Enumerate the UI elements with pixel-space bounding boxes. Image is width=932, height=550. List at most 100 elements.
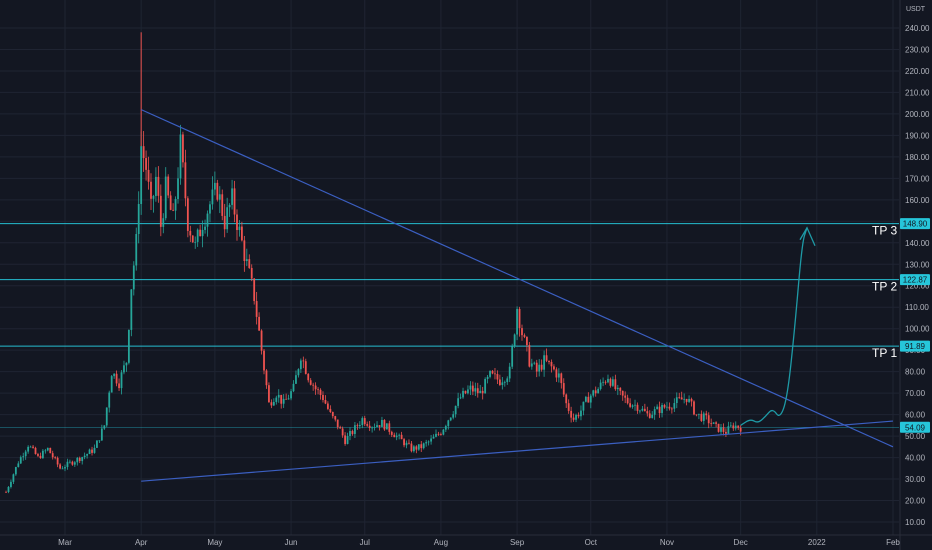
candle-body xyxy=(326,403,329,409)
candle-body xyxy=(503,381,506,383)
candle-body xyxy=(331,412,334,417)
candle-body xyxy=(550,361,553,367)
trendline-ascending[interactable] xyxy=(141,420,894,482)
tp-labels: TP 3 TP 2 TP 1 xyxy=(872,224,897,360)
time-tick-label: Jul xyxy=(360,538,370,547)
candle-body xyxy=(5,491,7,493)
price-tick-label: 40.00 xyxy=(905,454,926,463)
candle-body xyxy=(186,198,189,231)
candle-body xyxy=(71,461,74,465)
candle-body xyxy=(685,398,688,402)
candle-body xyxy=(526,336,528,346)
candle-body xyxy=(49,447,52,454)
candle-body xyxy=(216,182,219,200)
candle-body xyxy=(147,169,150,182)
currency-label: USDT xyxy=(906,6,926,13)
candle-body xyxy=(580,410,582,417)
candle-body xyxy=(543,355,546,370)
candle-body xyxy=(444,426,447,430)
candle-body xyxy=(553,366,555,370)
candle-body xyxy=(673,403,676,409)
candle-body xyxy=(204,226,206,230)
candle-body xyxy=(292,383,295,392)
candle-body xyxy=(516,308,518,335)
candle-body xyxy=(464,390,467,394)
projection-curve[interactable] xyxy=(740,227,808,426)
candle-body xyxy=(228,204,231,208)
candle-body xyxy=(44,450,47,452)
candle-body xyxy=(211,189,214,205)
candle-body xyxy=(486,376,489,380)
candle-body xyxy=(346,435,349,444)
candle-body xyxy=(356,425,359,427)
candle-body xyxy=(179,134,182,179)
price-tick-label: 120.00 xyxy=(905,282,930,291)
candle-body xyxy=(243,240,246,262)
candle-body xyxy=(663,405,666,408)
candle-body xyxy=(351,431,354,434)
candle-body xyxy=(14,467,17,475)
candle-body xyxy=(349,431,351,436)
time-tick-label: Feb xyxy=(886,538,900,547)
time-axis[interactable]: Mar Apr May Jun Jul Aug Sep Oct Nov Dec 2022 Feb xyxy=(0,534,932,547)
candle-body xyxy=(555,369,558,378)
price-badge-text: 54.09 xyxy=(905,423,926,432)
trendlines[interactable] xyxy=(140,109,894,482)
candle-body xyxy=(295,375,297,384)
candle-body xyxy=(10,481,12,487)
candle-body xyxy=(61,468,64,470)
candle-body xyxy=(66,461,69,468)
candle-body xyxy=(408,442,410,444)
time-tick-label: 2022 xyxy=(808,538,826,547)
candle-body xyxy=(425,442,428,444)
candle-body xyxy=(582,401,585,411)
candle-body xyxy=(481,390,484,394)
candle-body xyxy=(720,427,722,432)
candle-body xyxy=(621,390,624,396)
candle-body xyxy=(309,380,312,385)
candle-body xyxy=(177,178,179,200)
projection-arrowhead[interactable] xyxy=(799,226,816,247)
candle-body xyxy=(462,390,464,398)
candle-body xyxy=(653,409,656,415)
candle-body xyxy=(312,384,315,386)
candle-body xyxy=(435,433,437,437)
candle-body xyxy=(363,418,366,425)
candle-body xyxy=(597,388,600,394)
candle-body xyxy=(162,218,165,227)
price-badge xyxy=(900,218,930,230)
candle-body xyxy=(678,397,681,399)
candle-body xyxy=(656,406,659,410)
candle-body xyxy=(675,397,678,404)
candle-body xyxy=(594,390,597,394)
candle-body xyxy=(64,467,66,469)
candle-body xyxy=(643,408,646,412)
candle-body xyxy=(658,406,661,414)
candle-body xyxy=(557,373,560,378)
candle-body xyxy=(118,383,120,389)
candle-body xyxy=(589,395,592,403)
candle-body xyxy=(209,204,211,214)
price-tick-label: 130.00 xyxy=(905,260,930,269)
time-tick-label: Aug xyxy=(434,538,448,547)
price-tick-label: 220.00 xyxy=(905,67,930,76)
candle-body xyxy=(81,457,84,462)
price-badge xyxy=(900,421,930,433)
candle-body xyxy=(700,413,703,421)
candle-body xyxy=(324,399,327,404)
projection-path[interactable] xyxy=(740,226,816,426)
trendline-descending[interactable] xyxy=(140,109,894,448)
candle-body xyxy=(518,308,521,329)
candle-body xyxy=(712,422,715,424)
candle-body xyxy=(440,434,442,435)
candle-body xyxy=(560,373,563,384)
candle-body xyxy=(206,213,209,227)
candle-body xyxy=(297,369,300,376)
candle-body xyxy=(695,414,698,416)
price-tick-label: 80.00 xyxy=(905,368,926,377)
candle-body xyxy=(452,414,455,418)
candle-body xyxy=(7,486,10,492)
candle-body xyxy=(233,188,236,215)
price-tick-label: 60.00 xyxy=(905,411,926,420)
